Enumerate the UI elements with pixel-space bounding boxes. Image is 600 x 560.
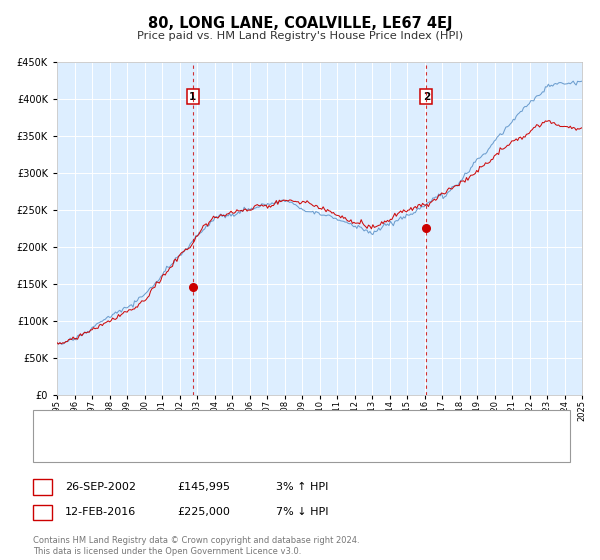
Text: £145,995: £145,995 — [177, 482, 230, 492]
Text: 3% ↑ HPI: 3% ↑ HPI — [276, 482, 328, 492]
Text: 80, LONG LANE, COALVILLE, LE67 4EJ: 80, LONG LANE, COALVILLE, LE67 4EJ — [148, 16, 452, 31]
Text: 1: 1 — [189, 92, 196, 101]
Text: 2: 2 — [422, 92, 430, 101]
Text: £225,000: £225,000 — [177, 507, 230, 517]
Text: 7% ↓ HPI: 7% ↓ HPI — [276, 507, 329, 517]
Text: 2: 2 — [39, 507, 46, 517]
Text: HPI: Average price, detached house, North West Leicestershire: HPI: Average price, detached house, Nort… — [82, 442, 410, 452]
Text: 12-FEB-2016: 12-FEB-2016 — [65, 507, 136, 517]
Text: 1: 1 — [39, 482, 46, 492]
Text: Contains HM Land Registry data © Crown copyright and database right 2024.
This d: Contains HM Land Registry data © Crown c… — [33, 536, 359, 556]
Text: 80, LONG LANE, COALVILLE, LE67 4EJ (detached house): 80, LONG LANE, COALVILLE, LE67 4EJ (deta… — [82, 419, 370, 429]
Text: 26-SEP-2002: 26-SEP-2002 — [65, 482, 136, 492]
Text: Price paid vs. HM Land Registry's House Price Index (HPI): Price paid vs. HM Land Registry's House … — [137, 31, 463, 41]
